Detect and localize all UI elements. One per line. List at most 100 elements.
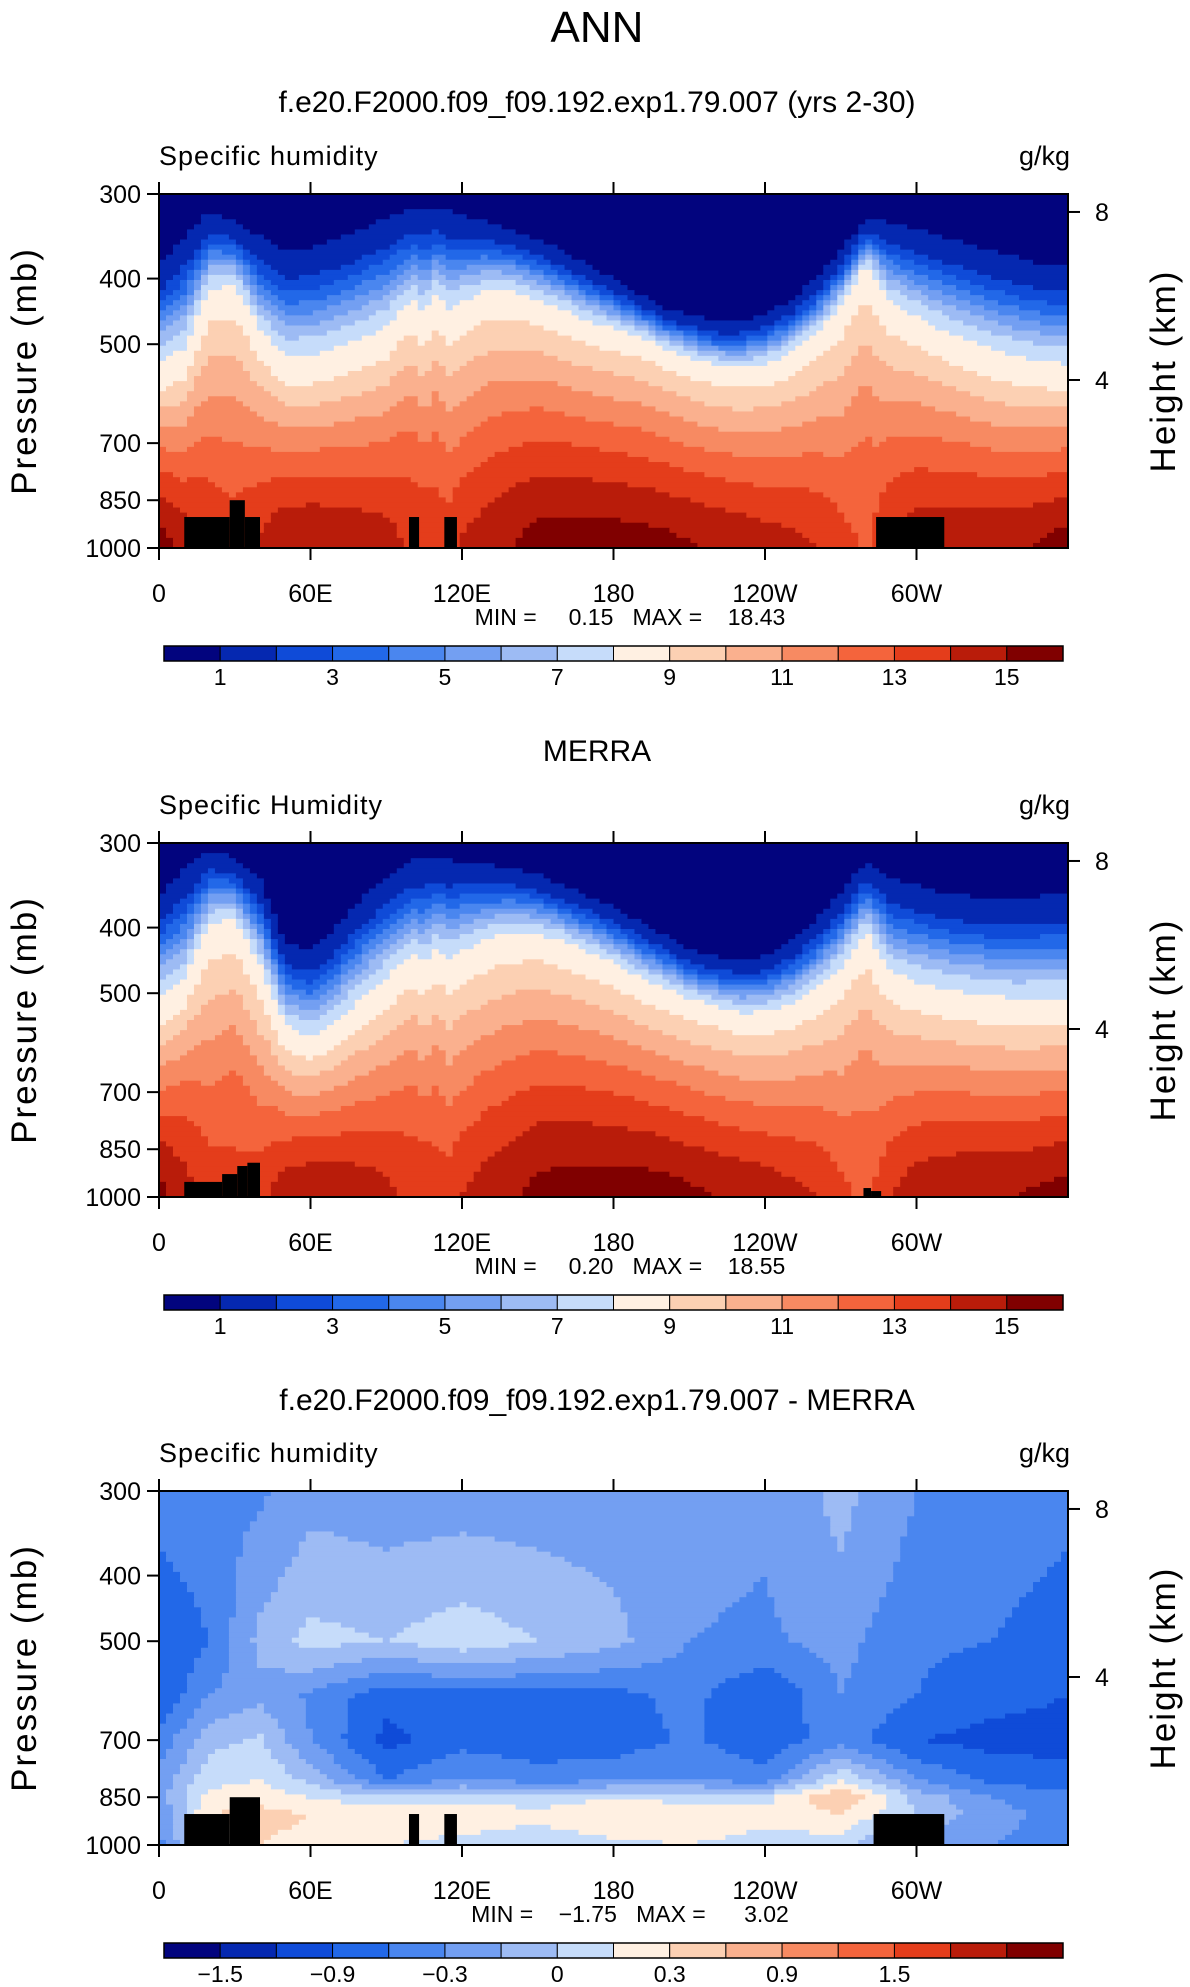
contour-cell [886, 959, 908, 965]
contour-cell [207, 330, 244, 337]
contour-cell [396, 345, 601, 352]
contour-cell [249, 305, 258, 311]
contour-cell [837, 295, 845, 301]
contour-cell [354, 285, 384, 291]
contour-cell [291, 1824, 517, 1831]
contour-cell [249, 295, 258, 301]
contour-cell [368, 1688, 629, 1694]
contour-cell [473, 1080, 678, 1087]
contour-cell [396, 964, 496, 971]
contour-cell [431, 1536, 496, 1543]
contour-cell [277, 1009, 286, 1016]
contour-cell [186, 1759, 209, 1765]
contour-cell [417, 396, 433, 402]
colorbar-swatch [500, 645, 558, 662]
contour-cell [256, 1657, 363, 1664]
contour-cell [704, 999, 733, 1006]
contour-cell [942, 969, 1069, 976]
contour-cell [487, 219, 866, 225]
contour-cell [165, 295, 181, 301]
contour-cell [886, 264, 901, 271]
contour-cell [795, 969, 803, 976]
contour-cell [200, 274, 209, 281]
contour-cell [844, 1030, 894, 1036]
contour-cell [949, 939, 1069, 945]
contour-cell [165, 883, 195, 890]
contour-cell [697, 1632, 789, 1639]
contour-cell [837, 1683, 845, 1689]
contour-cell [207, 928, 244, 935]
contour-cell [284, 1566, 587, 1573]
contour-cell [620, 1602, 733, 1608]
colorbar-swatch [275, 1294, 334, 1311]
contour-cell [396, 1186, 468, 1193]
contour-cell [802, 1181, 852, 1188]
contour-cell [893, 923, 929, 930]
contour-cell [823, 285, 831, 291]
contour-cell [473, 1176, 531, 1183]
contour-cell [767, 979, 782, 986]
contour-cell [977, 1020, 1069, 1026]
contour-cell [270, 365, 363, 372]
contour-cell [879, 285, 887, 291]
contour-cell [200, 269, 209, 276]
contour-cell [438, 269, 482, 276]
contour-cell [781, 1627, 866, 1634]
figure-title: ANN [551, 3, 644, 52]
contour-cell [522, 1191, 712, 1198]
contour-cell [1005, 1617, 1069, 1624]
contour-cell [403, 959, 524, 965]
contour-cell [970, 1774, 1069, 1780]
contour-cell [284, 969, 328, 976]
contour-cell [186, 1166, 286, 1173]
contour-cell [683, 330, 698, 337]
contour-cell [641, 999, 705, 1006]
contour-cell [159, 1100, 258, 1107]
contour-cell [256, 350, 286, 357]
colorbar-swatch [950, 1942, 1008, 1959]
contour-cell [431, 300, 447, 306]
contour-cell [200, 244, 209, 251]
contour-cell [802, 964, 810, 971]
contour-cell [277, 295, 328, 301]
contour-cell [159, 1733, 174, 1740]
contour-cell [249, 944, 258, 950]
contour-cell [669, 330, 685, 337]
contour-cell [277, 974, 286, 981]
contour-cell [382, 1171, 475, 1178]
contour-cell [613, 984, 664, 991]
contour-cell [480, 1035, 615, 1041]
contour-cell [459, 913, 496, 920]
contour-cell [676, 974, 685, 981]
contour-cell [235, 1146, 265, 1153]
contour-cell [165, 974, 188, 981]
panel-model: f.e20.F2000.f09_f09.192.exp1.79.007 (yrs… [5, 86, 1183, 690]
contour-cell [466, 330, 559, 337]
contour-cell [249, 1521, 831, 1527]
contour-cell [991, 1794, 1069, 1801]
contour-cell [270, 984, 279, 991]
contour-cell [159, 214, 202, 220]
contour-cell [291, 1637, 384, 1644]
contour-cell [159, 204, 1069, 210]
contour-cell [382, 949, 398, 955]
contour-cell [179, 1728, 202, 1735]
contour-cell [872, 1176, 901, 1183]
contour-cell [284, 300, 300, 306]
contour-cell [270, 964, 279, 971]
contour-cell [354, 320, 391, 327]
contour-cell [165, 446, 188, 453]
contour-cell [830, 1004, 901, 1011]
contour-cell [256, 290, 272, 296]
contour-cell [382, 285, 398, 291]
contour-cell [424, 928, 475, 935]
contour-cell [501, 898, 517, 905]
contour-cell [410, 858, 454, 864]
topography-block [871, 1191, 882, 1197]
contour-cell [263, 949, 272, 955]
contour-cell [494, 934, 545, 940]
contour-cell [207, 923, 237, 930]
contour-cell [669, 979, 685, 986]
contour-cell [501, 1146, 705, 1153]
contour-cell [697, 949, 775, 955]
